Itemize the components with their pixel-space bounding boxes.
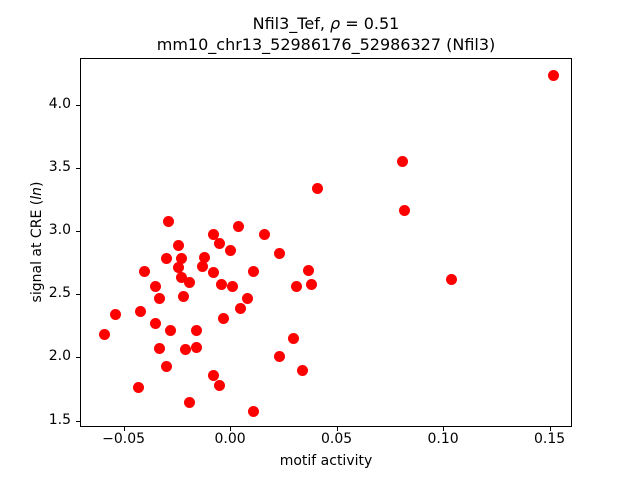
- data-point: [150, 317, 162, 329]
- chart-title: Nfil3_Tef, ρ = 0.51 mm10_chr13_52986176_…: [80, 13, 572, 55]
- data-point: [160, 360, 172, 372]
- x-tick-mark: [443, 427, 445, 431]
- data-point: [173, 262, 185, 274]
- x-tick-mark: [336, 427, 338, 431]
- y-tick-mark: [76, 167, 80, 169]
- chart-title-line2: mm10_chr13_52986176_52986327 (Nfil3): [156, 35, 496, 54]
- data-point: [224, 244, 236, 256]
- title-rho-symbol: ρ: [330, 14, 341, 33]
- data-point: [190, 325, 202, 337]
- data-point: [288, 332, 300, 344]
- y-tick-label: 4.0: [48, 95, 71, 112]
- y-tick-label: 3.5: [48, 158, 71, 175]
- y-tick-mark: [76, 104, 80, 106]
- data-point: [207, 369, 219, 381]
- y-tick-mark: [76, 420, 80, 422]
- data-point: [235, 302, 247, 314]
- x-tick-mark: [230, 427, 232, 431]
- data-point: [190, 341, 202, 353]
- data-point: [154, 292, 166, 304]
- data-point: [233, 220, 245, 232]
- data-point: [273, 350, 285, 362]
- y-tick-label: 2.0: [48, 348, 71, 365]
- x-tick-label: 0.05: [320, 431, 353, 447]
- data-point: [548, 70, 560, 82]
- data-point: [175, 253, 187, 265]
- data-point: [399, 205, 411, 217]
- data-point: [133, 382, 144, 394]
- data-point: [150, 281, 162, 293]
- data-point: [177, 291, 189, 303]
- data-point: [273, 248, 285, 260]
- data-point: [173, 239, 185, 251]
- data-point: [139, 266, 151, 278]
- data-point: [446, 273, 458, 285]
- data-point: [179, 344, 191, 356]
- data-point: [160, 253, 172, 265]
- y-tick-label: 3.0: [48, 222, 71, 239]
- x-tick-label: 0.15: [533, 431, 566, 447]
- data-point: [248, 406, 260, 418]
- y-tick-label: 1.5: [48, 411, 71, 428]
- title-rho-value: = 0.51: [340, 14, 400, 33]
- data-point: [175, 272, 187, 284]
- x-tick-label: −0.05: [102, 431, 146, 447]
- data-point: [199, 252, 211, 264]
- x-tick-label: 0.10: [427, 431, 459, 447]
- x-axis-label: motif activity: [279, 453, 373, 469]
- data-point: [207, 229, 219, 241]
- data-point: [241, 292, 253, 304]
- plot-area: −0.05 0.00 0.05 0.10 0.15 1.5 2.0 2.5 3.0 3.5 4.0: [49, 58, 572, 447]
- y-tick-mark: [76, 294, 80, 296]
- data-point: [397, 156, 409, 168]
- data-point: [297, 364, 308, 376]
- x-tick-mark: [549, 427, 551, 431]
- y-tick-mark: [76, 357, 80, 359]
- y-tick-mark: [76, 231, 80, 233]
- data-point: [98, 329, 110, 341]
- data-point: [226, 281, 238, 293]
- data-point: [184, 277, 196, 289]
- data-point: [207, 267, 219, 279]
- x-tick-label: 0.00: [214, 431, 246, 447]
- data-point: [258, 229, 270, 241]
- data-point: [305, 278, 317, 290]
- data-point: [164, 325, 176, 337]
- y-tick-label: 2.5: [48, 285, 71, 302]
- data-point: [184, 397, 196, 409]
- data-point: [135, 306, 147, 318]
- data-point: [109, 308, 121, 320]
- data-point: [154, 343, 166, 355]
- x-tick-mark: [123, 427, 125, 431]
- data-point: [218, 312, 230, 324]
- data-point: [216, 278, 228, 290]
- data-point: [196, 260, 208, 272]
- chart-title-line1: Nfil3_Tef, ρ = 0.51: [80, 13, 572, 34]
- data-point: [213, 379, 225, 391]
- title-prefix: Nfil3_Tef,: [252, 14, 330, 33]
- y-axis-label-suffix: ): [29, 181, 45, 188]
- data-point: [248, 266, 260, 278]
- data-point: [311, 182, 323, 194]
- y-axis-label-ln: ln: [29, 187, 45, 200]
- data-point: [290, 281, 302, 293]
- data-point: [213, 238, 225, 250]
- data-point: [303, 264, 315, 276]
- data-point: [162, 215, 174, 227]
